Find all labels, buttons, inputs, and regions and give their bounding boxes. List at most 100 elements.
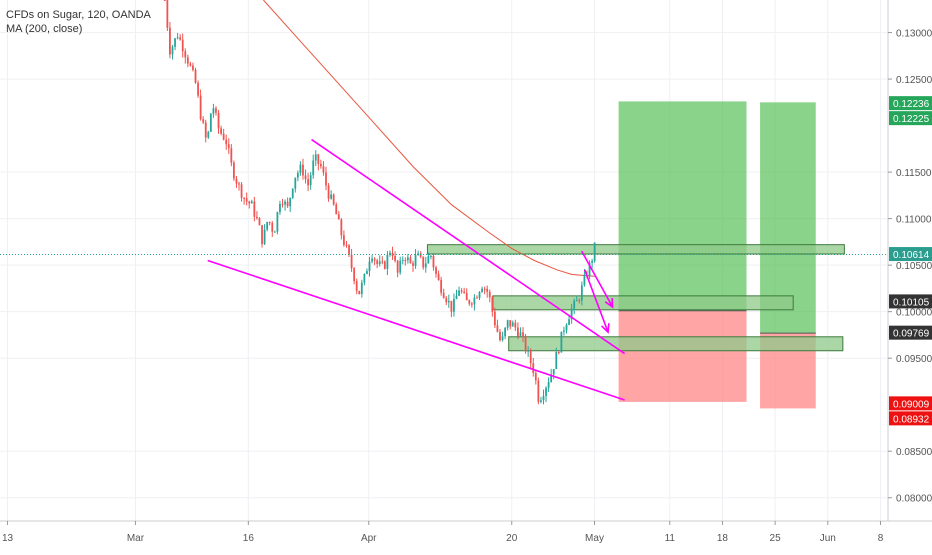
candle-body	[406, 257, 409, 261]
candle-body	[163, 0, 166, 1]
candle-body	[294, 177, 297, 189]
price-tag-label: 0.08932	[893, 414, 930, 425]
candle-body	[588, 262, 591, 277]
zones[interactable]	[426, 244, 845, 352]
candle-body	[532, 363, 535, 373]
candle-body	[417, 253, 420, 256]
candle-body	[555, 352, 558, 369]
candle-body	[511, 322, 514, 327]
candle-body	[394, 255, 396, 261]
grid	[0, 0, 888, 521]
candle-body	[261, 225, 263, 245]
candle-body	[447, 300, 450, 303]
candle-body	[253, 201, 256, 217]
x-tick-label: 25	[770, 533, 782, 544]
candle-body	[450, 300, 453, 312]
candle-body	[304, 175, 307, 180]
candle-body	[424, 263, 427, 268]
price-tag-label: 0.10105	[893, 297, 930, 308]
candle-body	[355, 281, 358, 291]
candle-body	[401, 259, 404, 261]
position-tools[interactable]	[618, 101, 816, 409]
candle-body	[529, 350, 532, 364]
support-resistance-zone	[508, 336, 844, 352]
candle-body	[578, 300, 581, 302]
candle-body	[179, 37, 182, 40]
candle-body	[534, 372, 537, 381]
candle-body	[360, 282, 363, 295]
candle-body	[317, 154, 320, 164]
price-tag-box	[889, 111, 932, 126]
candle-body	[309, 175, 312, 186]
target-zone	[760, 102, 816, 334]
x-tick-label: Apr	[361, 533, 377, 544]
arrow-head	[604, 297, 614, 309]
candle-body	[463, 291, 466, 293]
candle-body	[248, 201, 251, 204]
candle-body	[258, 218, 261, 226]
y-tick-label: 0.08500	[896, 447, 932, 458]
x-tick-label: 8	[878, 533, 884, 544]
candle-body	[488, 291, 491, 298]
candle-body	[550, 374, 553, 383]
candle-body	[299, 164, 302, 173]
y-tick-label: 0.11000	[896, 215, 932, 226]
candle-body	[225, 139, 228, 145]
candle-body	[430, 256, 432, 258]
candle-body	[189, 63, 192, 66]
price-tag-box	[889, 294, 932, 309]
candle-body	[460, 290, 463, 292]
candle-body	[291, 188, 294, 198]
candle-body	[322, 166, 325, 173]
candle-body	[573, 300, 576, 309]
candle-body	[207, 131, 210, 138]
candle-body	[547, 382, 550, 388]
candle-body	[440, 280, 443, 293]
candle-body	[273, 231, 276, 233]
candle-body	[563, 330, 565, 332]
candle-body	[235, 178, 238, 184]
candle-body	[340, 219, 343, 236]
arrow-head	[600, 323, 610, 334]
candle-body	[481, 288, 483, 293]
trendline	[581, 250, 614, 308]
y-tick-label: 0.09500	[896, 354, 932, 365]
candle-body	[266, 222, 269, 230]
support-resistance-zone	[426, 244, 845, 255]
candle-body	[470, 303, 473, 305]
candle-body	[537, 380, 540, 402]
candle-body	[284, 201, 286, 205]
candle-body	[565, 324, 568, 331]
trendlines[interactable]	[0, 138, 888, 401]
candle-body	[250, 201, 253, 204]
candle-body	[483, 288, 486, 290]
candle-body	[473, 297, 476, 305]
candle-body	[212, 108, 215, 114]
ma-200-line	[263, 0, 595, 277]
candle-body	[371, 258, 373, 262]
y-tick-label: 0.12500	[896, 75, 932, 86]
x-tick-label: 20	[506, 533, 518, 544]
candle-body	[486, 288, 489, 292]
candle-body	[376, 260, 379, 264]
candle-body	[263, 229, 266, 245]
candle-body	[268, 222, 271, 224]
candle-body	[319, 163, 322, 167]
chart-legend: CFDs on Sugar, 120, OANDA MA (200, close…	[6, 8, 151, 36]
price-tag-box	[889, 247, 932, 262]
candle-body	[383, 261, 386, 269]
candle-body	[580, 285, 583, 301]
candle-body	[366, 271, 368, 275]
candle-body	[343, 235, 345, 245]
candle-body	[504, 327, 507, 337]
trendline	[311, 138, 626, 355]
candle-body	[176, 37, 179, 39]
candle-body	[245, 198, 248, 202]
candle-body	[404, 259, 407, 261]
candle-body	[327, 185, 330, 199]
x-tick-label: May	[585, 533, 604, 544]
candle-body	[227, 144, 230, 149]
